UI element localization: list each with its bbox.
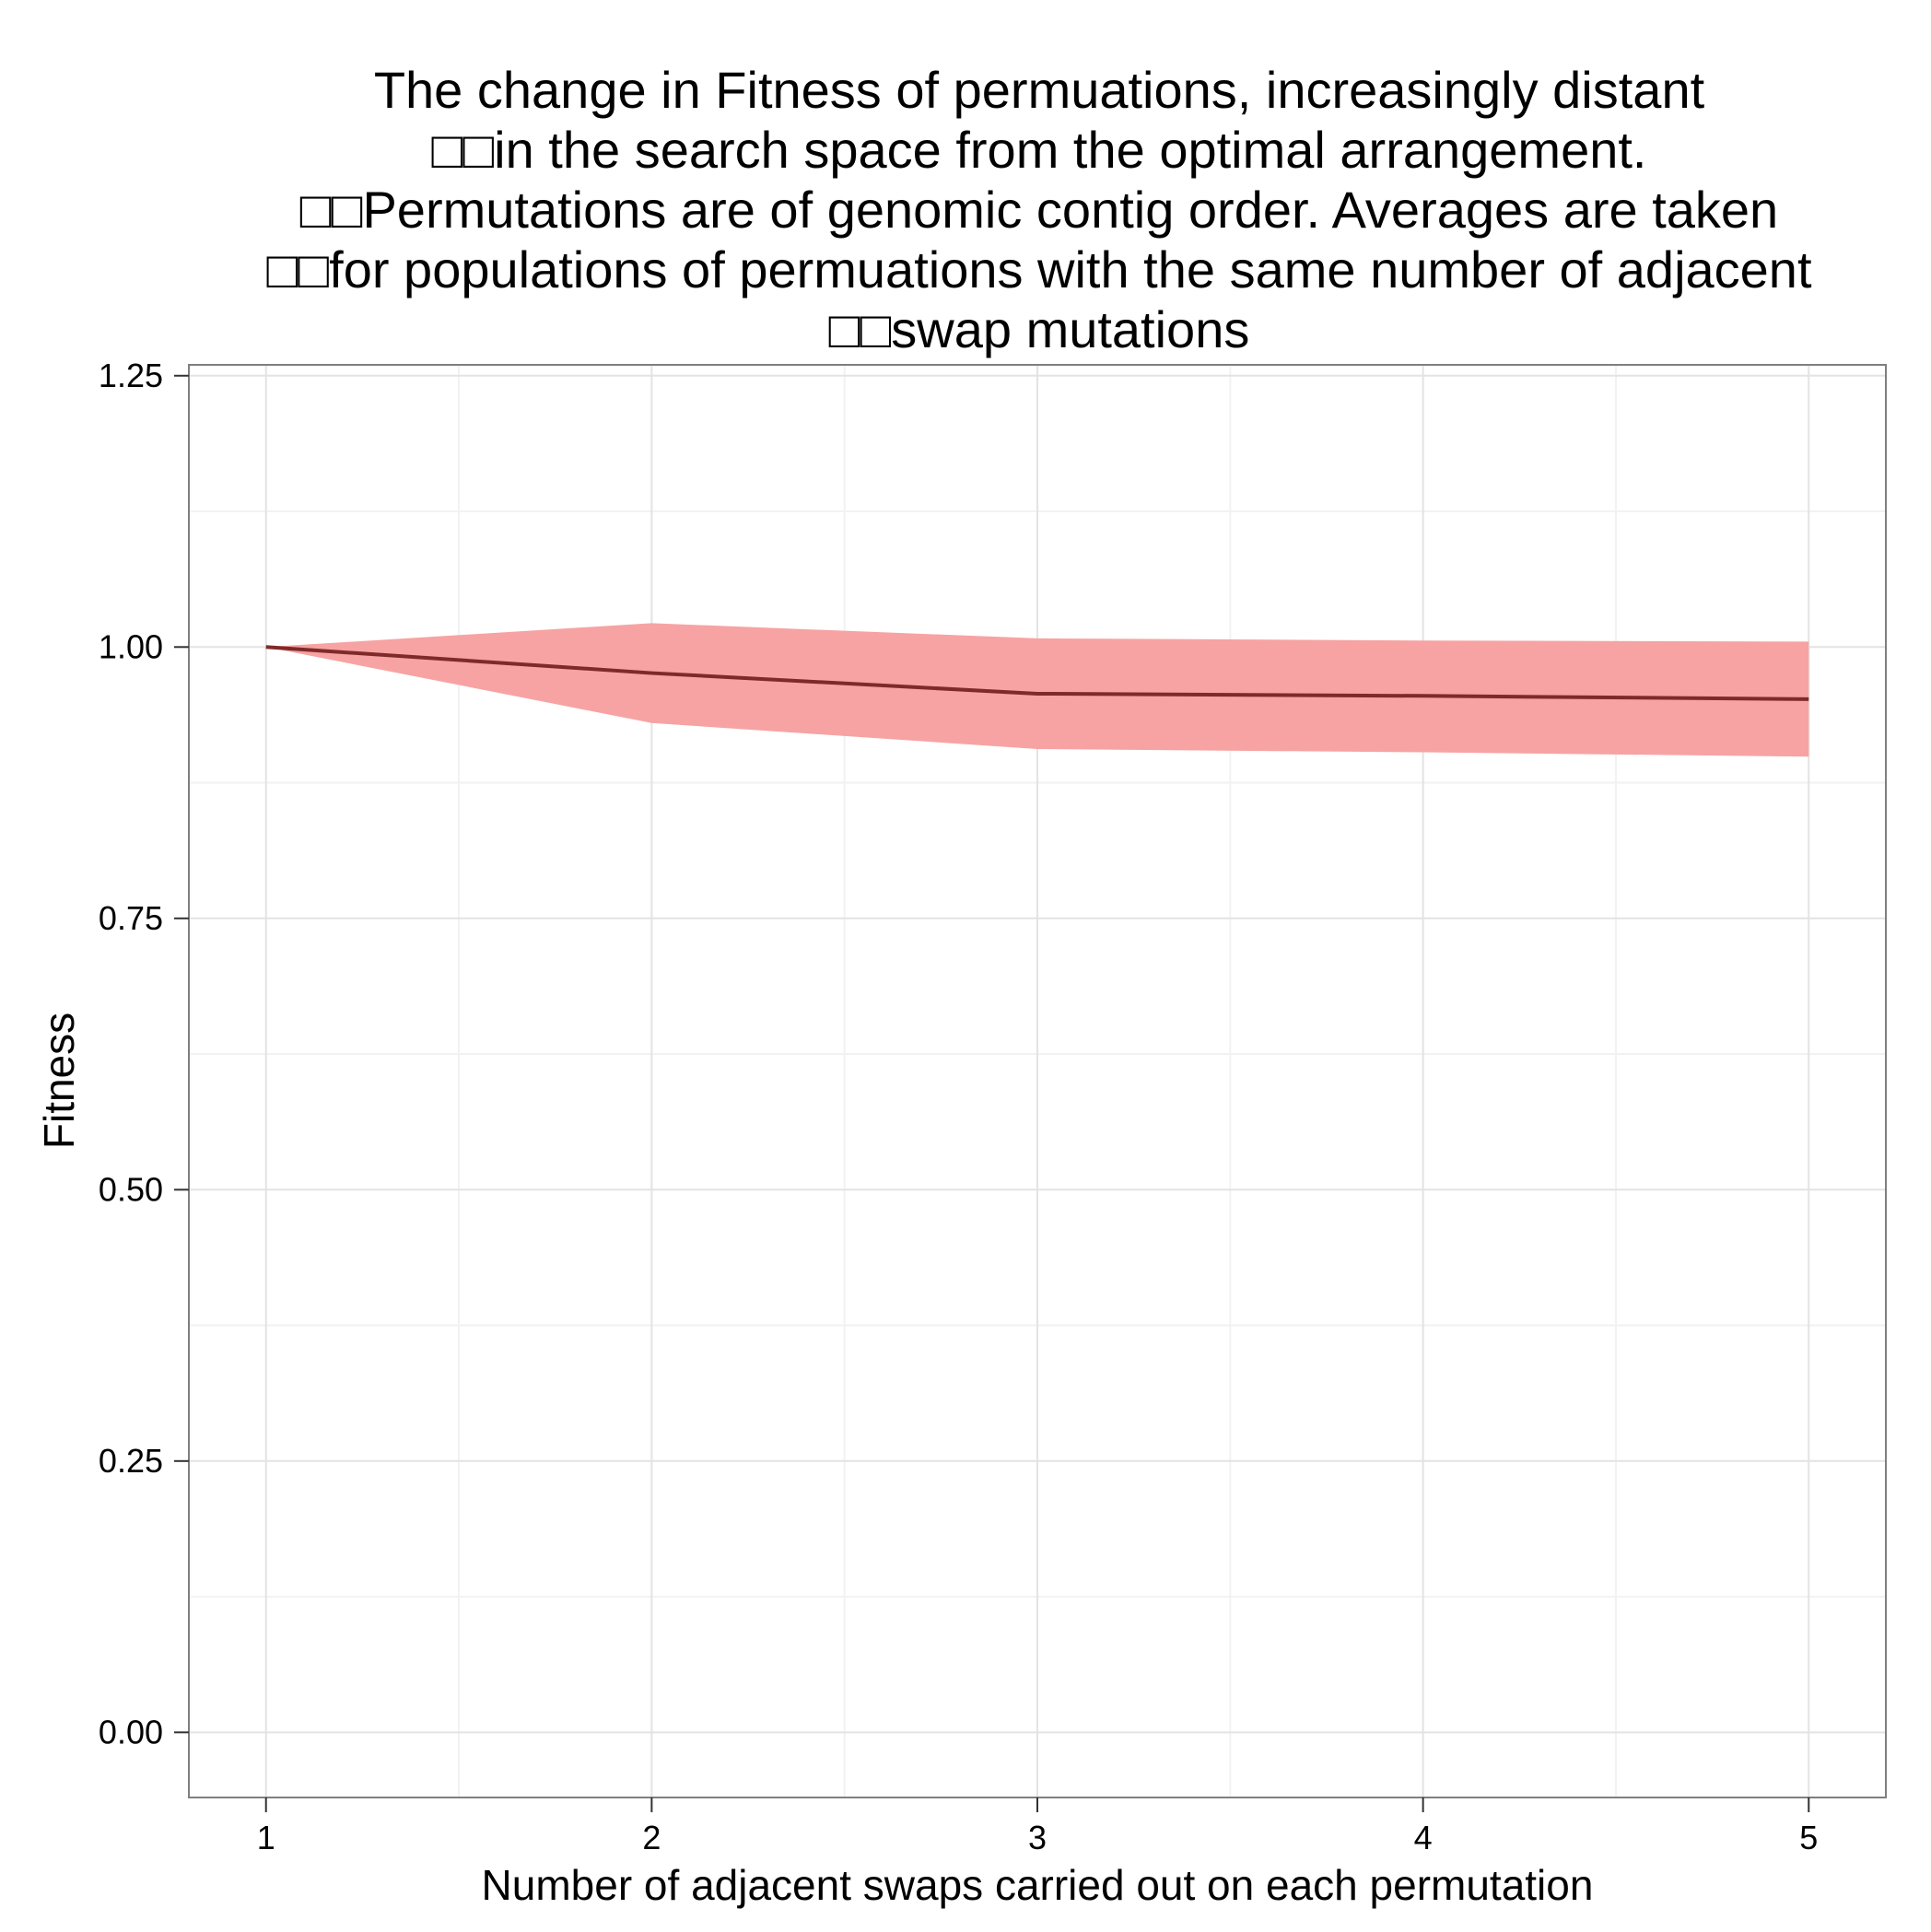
- y-tick-label: 0.75: [99, 899, 163, 937]
- x-tick-label: 4: [1414, 1819, 1433, 1856]
- title-line-3: □□Permutations are of genomic contig ord…: [300, 181, 1778, 239]
- x-tick-label: 5: [1799, 1819, 1818, 1856]
- x-tick-label: 1: [257, 1819, 275, 1856]
- y-axis: 0.00 0.25 0.50 0.75 1.00 1.25: [99, 357, 189, 1751]
- title-line-2: □□in the search space from the optimal a…: [432, 121, 1647, 179]
- y-tick-label: 1.00: [99, 627, 163, 665]
- y-axis-title: Fitness: [35, 1013, 83, 1149]
- x-tick-label: 3: [1028, 1819, 1047, 1856]
- chart-title: The change in Fitness of permuations, in…: [266, 61, 1811, 358]
- confidence-band: [265, 623, 1809, 757]
- x-axis: 1 2 3 4 5: [257, 1797, 1818, 1856]
- x-axis-title: Number of adjacent swaps carried out on …: [482, 1861, 1594, 1909]
- title-line-5: □□swap mutations: [829, 300, 1250, 358]
- title-line-1: The change in Fitness of permuations, in…: [374, 61, 1705, 119]
- title-line-4: □□for populations of permuations with th…: [266, 240, 1811, 299]
- x-tick-label: 2: [642, 1819, 661, 1856]
- y-tick-label: 0.00: [99, 1713, 163, 1751]
- y-tick-label: 0.50: [99, 1170, 163, 1208]
- y-tick-label: 0.25: [99, 1442, 163, 1480]
- series-layer: [265, 623, 1809, 757]
- y-tick-label: 1.25: [99, 357, 163, 394]
